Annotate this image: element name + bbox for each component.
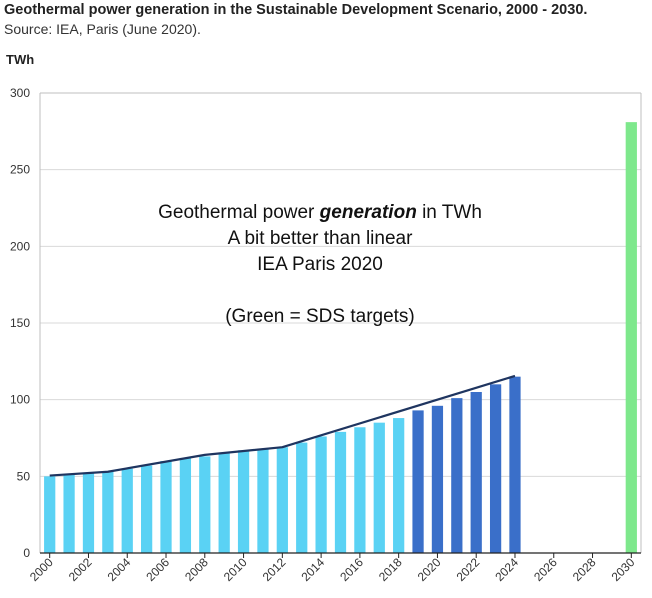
x-tick-label: 2000: [27, 555, 56, 584]
x-tick-label: 2008: [182, 555, 211, 584]
bar: [509, 376, 521, 553]
annotation-line-1-prefix: Geothermal power: [158, 202, 320, 223]
x-tick-label: 2006: [143, 555, 172, 584]
bar: [141, 465, 153, 553]
x-tick-label: 2030: [609, 555, 638, 584]
bar: [334, 431, 347, 553]
annotation-line-2: A bit better than linear: [227, 228, 413, 249]
bar: [373, 422, 385, 553]
bar: [179, 457, 192, 553]
bar: [44, 476, 56, 553]
annotation-line-4: (Green = SDS targets): [225, 306, 415, 327]
annotation-line-1-suffix: in TWh: [416, 202, 482, 223]
chart-source: Source: IEA, Paris (June 2020).: [4, 21, 201, 37]
y-tick-label: 150: [10, 316, 30, 330]
bar: [451, 398, 463, 553]
x-tick-label: 2028: [570, 555, 599, 584]
chart-annotation: Geothermal power generation in TWh A bit…: [135, 200, 505, 330]
y-tick-label: 50: [17, 469, 31, 483]
x-tick-label: 2022: [454, 555, 483, 584]
x-tick-label: 2012: [260, 555, 289, 584]
bar: [625, 122, 637, 553]
x-tick-label: 2026: [531, 555, 560, 584]
y-tick-label: 250: [10, 163, 30, 177]
bar: [431, 405, 444, 553]
annotation-line-1: Geothermal power generation in TWh: [135, 200, 505, 226]
x-tick-label: 2002: [66, 555, 95, 584]
bar: [237, 450, 250, 553]
x-tick-label: 2014: [298, 555, 327, 584]
bar: [160, 461, 172, 553]
bar: [199, 456, 211, 553]
y-tick-label: 300: [10, 86, 30, 100]
bar: [470, 392, 482, 553]
bar: [218, 453, 230, 553]
y-tick-label: 200: [10, 239, 30, 253]
y-tick-label: 100: [10, 393, 30, 407]
y-tick-label: 0: [23, 546, 30, 560]
y-axis-unit: TWh: [6, 52, 35, 67]
x-tick-label: 2024: [492, 555, 521, 584]
annotation-line-3: IEA Paris 2020: [257, 254, 383, 275]
chart-title: Geothermal power generation in the Susta…: [4, 2, 588, 18]
x-tick-label: 2010: [221, 555, 250, 584]
bar: [257, 448, 269, 553]
bar: [82, 473, 95, 553]
bar: [354, 427, 366, 553]
annotation-line-1-emphasis: generation: [319, 202, 417, 223]
bar: [315, 436, 327, 553]
x-tick-label: 2016: [337, 555, 366, 584]
bar: [63, 474, 75, 553]
bar: [489, 384, 502, 553]
bar: [393, 418, 405, 553]
bar: [276, 447, 288, 553]
bar: [102, 471, 114, 553]
trend-line: [49, 374, 516, 477]
bar: [296, 442, 308, 553]
x-tick-label: 2018: [376, 555, 405, 584]
bar: [412, 410, 424, 553]
annotation-spacer: [135, 278, 505, 304]
x-tick-label: 2020: [415, 555, 444, 584]
bar: [121, 468, 133, 553]
x-tick-label: 2004: [105, 555, 134, 584]
